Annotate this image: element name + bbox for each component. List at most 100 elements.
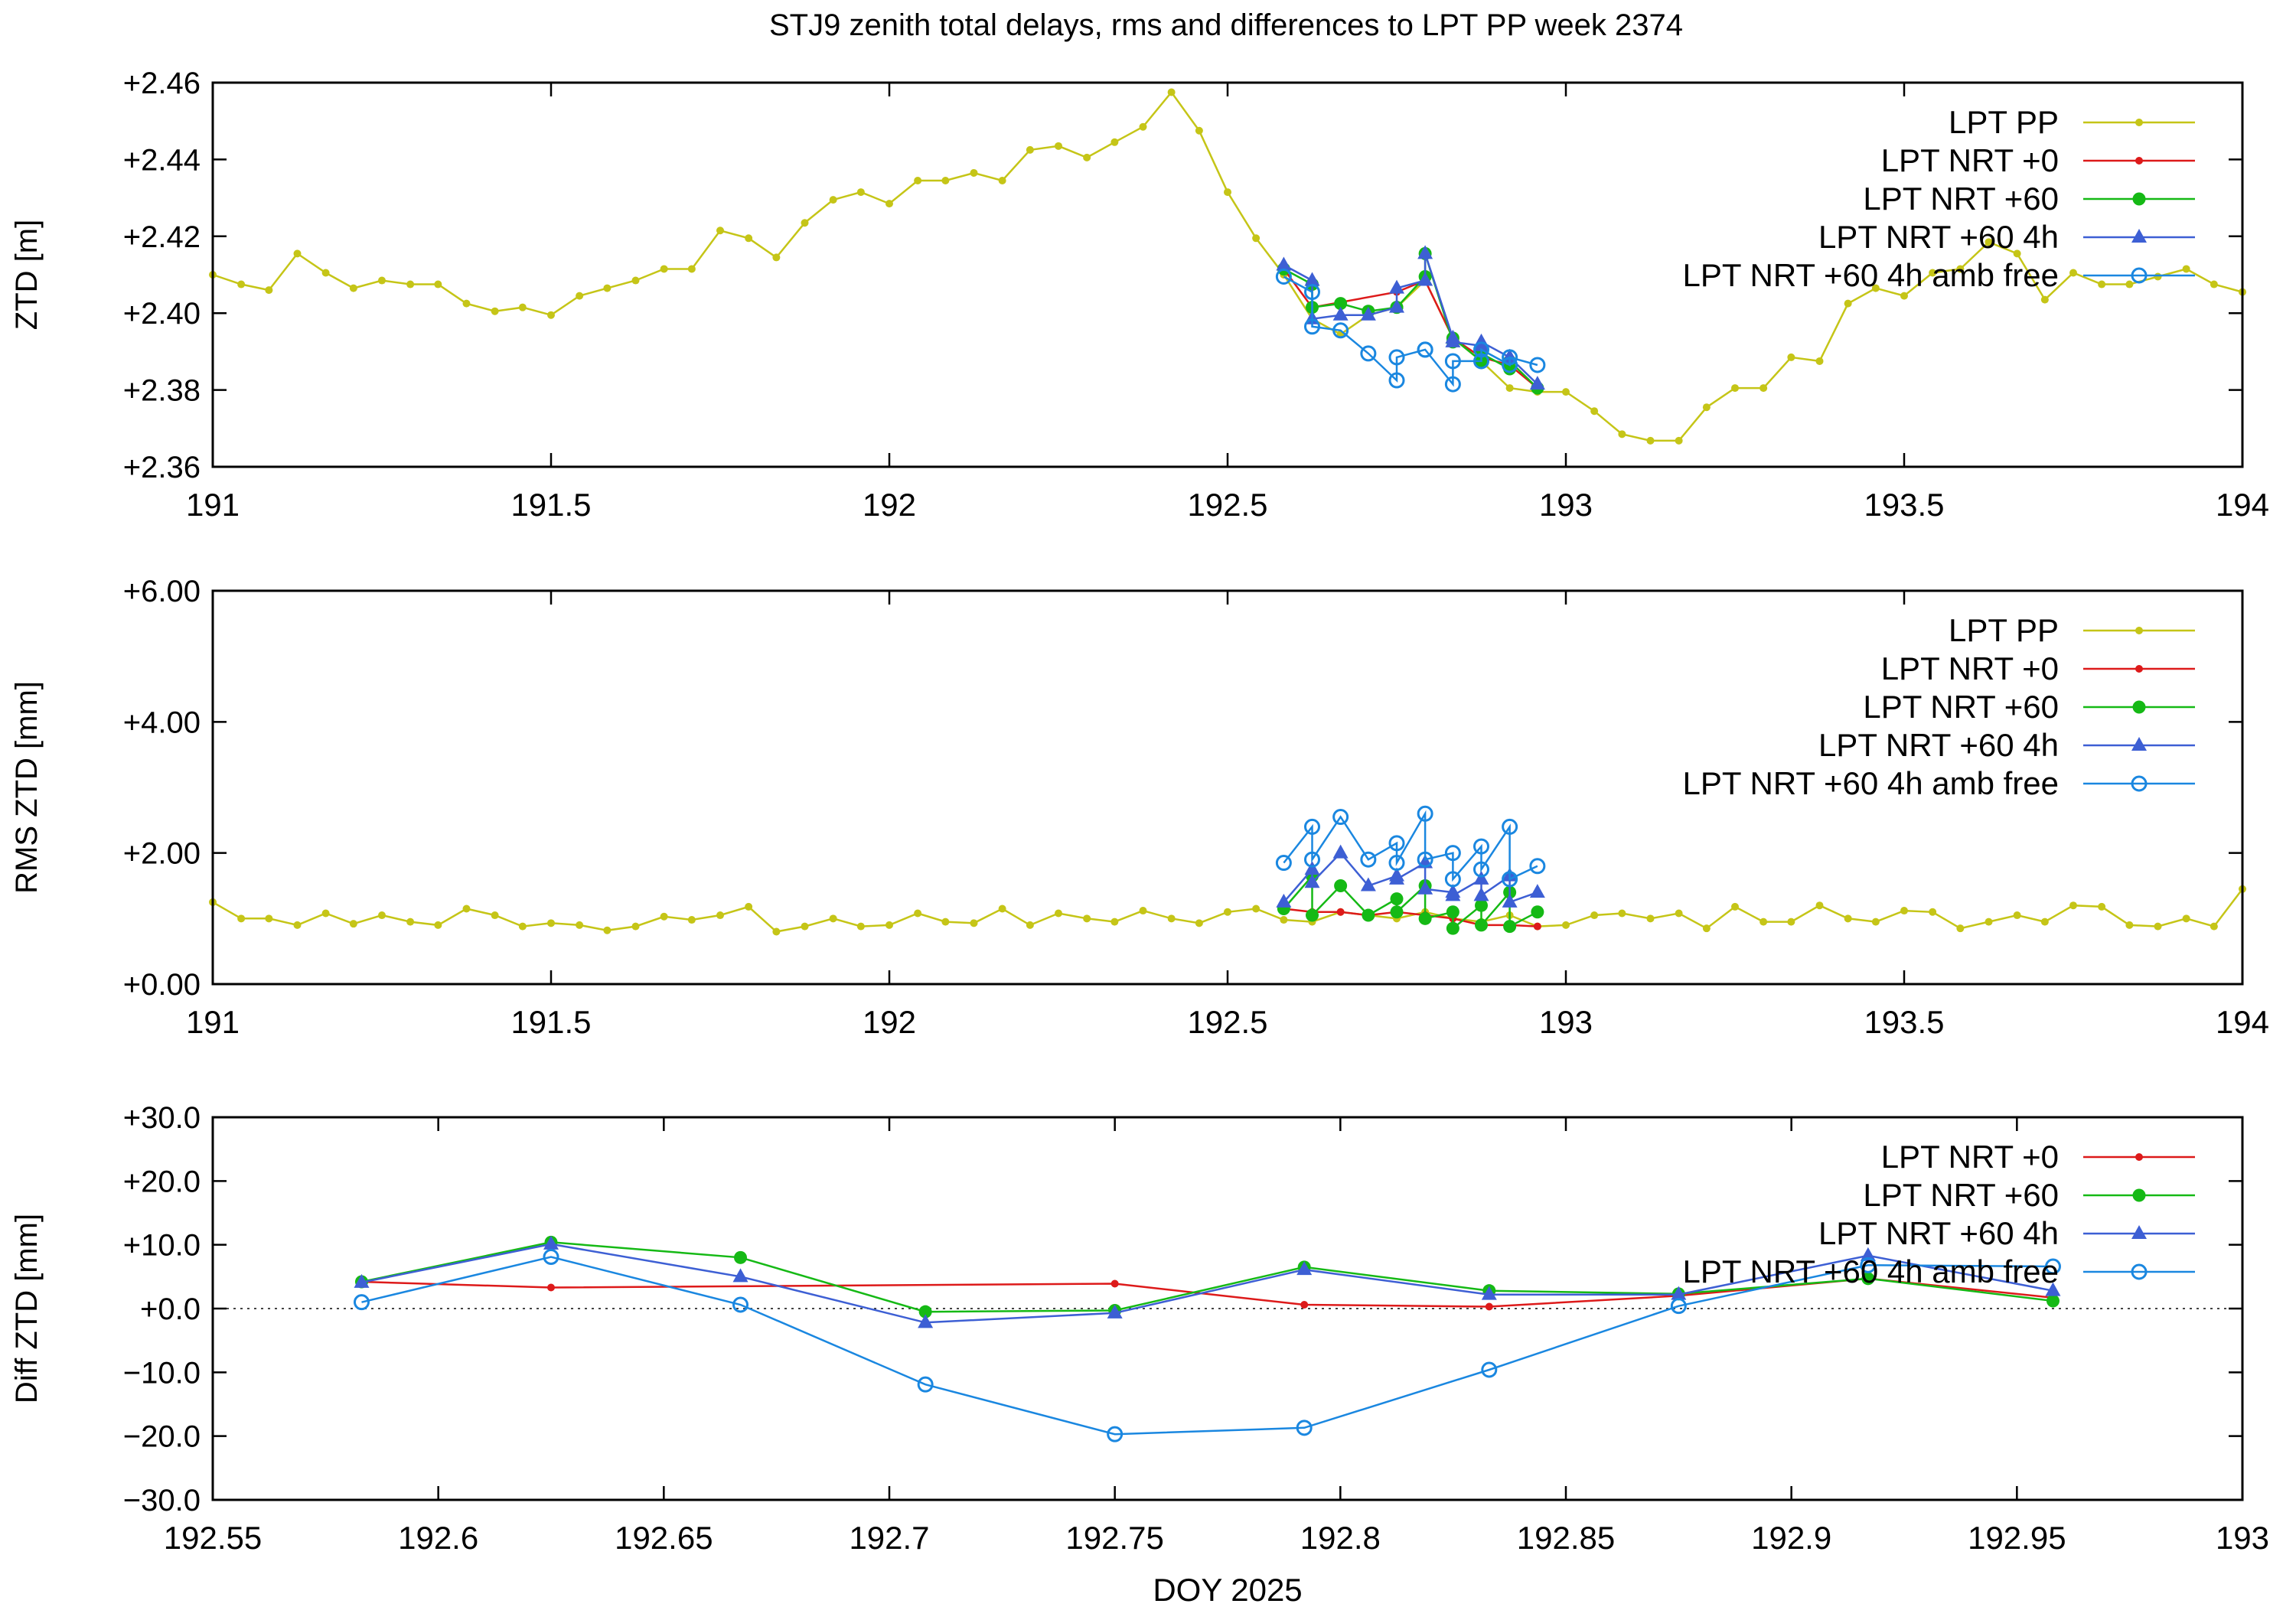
data-point — [998, 905, 1006, 913]
data-point — [1417, 805, 1433, 822]
data-point — [1956, 265, 1965, 273]
data-point — [1485, 1302, 1493, 1311]
data-point — [603, 926, 612, 934]
legend-marker — [2131, 267, 2148, 284]
data-point — [1444, 871, 1461, 888]
x-tick-label: 192.5 — [1187, 487, 1267, 523]
data-point — [1702, 403, 1711, 412]
data-point — [2182, 265, 2190, 273]
data-point — [1844, 914, 1852, 923]
data-point — [1332, 844, 1349, 859]
data-point — [1306, 908, 1319, 922]
data-point — [1417, 272, 1433, 286]
data-point — [1956, 924, 1965, 933]
data-point — [1929, 269, 1937, 277]
data-point — [1417, 880, 1433, 895]
legend-marker — [2135, 157, 2143, 165]
data-point — [1502, 818, 1518, 835]
data-point — [2154, 922, 2162, 931]
data-point — [462, 299, 471, 308]
data-point — [1502, 357, 1518, 373]
data-point — [2182, 914, 2190, 923]
data-point — [732, 1296, 749, 1313]
data-point — [1334, 879, 1348, 892]
x-tick-label: 194 — [2216, 1004, 2269, 1040]
data-point — [914, 909, 922, 918]
x-tick-label: 192 — [863, 487, 916, 523]
data-point — [1362, 908, 1375, 922]
x-tick-label: 191.5 — [510, 487, 591, 523]
data-point — [856, 922, 865, 931]
data-point — [2013, 911, 2021, 920]
data-point — [1110, 918, 1119, 926]
x-axis-label: DOY 2025 — [1153, 1572, 1302, 1607]
data-point — [734, 1250, 748, 1264]
figure-title: STJ9 zenith total delays, rms and differ… — [769, 8, 1683, 42]
series-lpt-nrt-60-4h-amb-free — [353, 1249, 2061, 1442]
data-point — [1815, 901, 1824, 910]
data-point — [829, 196, 837, 204]
data-point — [1475, 918, 1488, 932]
legend-label: LPT NRT +60 4h — [1818, 1215, 2059, 1251]
data-point — [1985, 918, 1993, 926]
data-point — [856, 188, 865, 197]
data-point — [1646, 914, 1655, 923]
data-point — [1304, 318, 1320, 335]
x-tick-label: 192.75 — [1065, 1520, 1163, 1556]
data-point — [2154, 272, 2162, 281]
legend-marker — [2132, 700, 2146, 714]
legend-label: LPT NRT +60 4h amb free — [1683, 765, 2059, 801]
plot-area — [209, 805, 2246, 936]
data-point — [1276, 256, 1292, 271]
data-point — [941, 177, 950, 185]
series-lpt-nrt-60-4h-amb-free — [1275, 269, 1546, 393]
data-point — [1618, 909, 1626, 918]
data-point — [1055, 142, 1062, 150]
series-lpt-nrt-60-4h — [1276, 844, 1545, 908]
data-point — [1760, 918, 1768, 926]
data-point — [1445, 333, 1461, 347]
data-point — [547, 311, 555, 319]
data-point — [1473, 341, 1489, 358]
data-point — [237, 914, 246, 923]
y-axis-label: RMS ZTD [mm] — [10, 681, 44, 894]
data-point — [2046, 1294, 2060, 1308]
data-point — [1531, 905, 1544, 919]
data-point — [1055, 909, 1062, 918]
data-point — [1900, 907, 1908, 915]
legend-label: LPT NRT +0 — [1881, 650, 2059, 686]
x-tick-label: 194 — [2216, 487, 2269, 523]
x-tick-label: 193.5 — [1864, 487, 1944, 523]
data-point — [1107, 1304, 1123, 1319]
data-point — [321, 269, 330, 277]
data-point — [378, 911, 386, 920]
data-point — [543, 1249, 559, 1265]
data-point — [716, 911, 724, 920]
data-point — [1844, 299, 1852, 308]
data-point — [1418, 911, 1432, 925]
data-point — [1252, 234, 1261, 243]
data-point — [1446, 905, 1459, 919]
series-lpt-pp — [209, 885, 2246, 936]
data-point — [970, 168, 978, 177]
x-tick-label: 192.85 — [1517, 1520, 1615, 1556]
data-point — [1731, 902, 1739, 911]
data-point — [1503, 920, 1517, 934]
legend-marker — [2135, 1153, 2143, 1161]
legend-marker — [2131, 737, 2147, 751]
data-point — [772, 253, 781, 262]
data-point — [941, 918, 950, 926]
x-tick-label: 192.55 — [164, 1520, 262, 1556]
data-point — [1296, 1261, 1313, 1276]
data-point — [1731, 384, 1739, 393]
data-point — [660, 265, 668, 273]
data-point — [547, 919, 555, 927]
data-point — [2040, 295, 2049, 304]
series-line — [1283, 810, 1538, 882]
series-line — [1283, 873, 1538, 931]
data-point — [1026, 145, 1034, 154]
data-point — [321, 909, 330, 918]
legend-label: LPT NRT +60 — [1863, 1177, 2059, 1213]
